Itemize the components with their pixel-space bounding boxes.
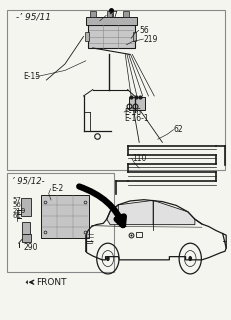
- FancyBboxPatch shape: [7, 173, 113, 272]
- FancyBboxPatch shape: [7, 10, 224, 170]
- Polygon shape: [152, 200, 194, 225]
- Text: E-15: E-15: [23, 72, 40, 81]
- Bar: [22, 222, 30, 234]
- Text: 290: 290: [23, 243, 37, 252]
- Polygon shape: [25, 280, 28, 284]
- Text: E-16: E-16: [124, 108, 141, 116]
- Text: 57: 57: [107, 11, 117, 20]
- Text: ’ 95/12-: ’ 95/12-: [12, 176, 44, 185]
- Bar: [22, 234, 31, 242]
- Text: 219: 219: [143, 35, 158, 44]
- Text: E-16-1: E-16-1: [124, 114, 148, 123]
- Text: E-2: E-2: [51, 184, 63, 193]
- Bar: [135, 232, 141, 237]
- Circle shape: [188, 256, 191, 261]
- Bar: [40, 195, 89, 238]
- Polygon shape: [106, 205, 118, 225]
- Bar: [85, 32, 88, 41]
- Bar: [132, 32, 136, 41]
- Circle shape: [106, 256, 109, 261]
- FancyArrowPatch shape: [79, 187, 123, 225]
- Bar: [85, 17, 136, 25]
- Bar: [128, 97, 144, 110]
- Text: 219: 219: [13, 208, 26, 214]
- Bar: [90, 11, 96, 17]
- Text: FRONT: FRONT: [36, 278, 66, 287]
- Text: 61: 61: [13, 213, 22, 219]
- Text: 56: 56: [139, 26, 148, 35]
- Polygon shape: [118, 200, 152, 225]
- Bar: [106, 11, 112, 17]
- Text: 62: 62: [173, 125, 183, 134]
- Text: -’ 95/11: -’ 95/11: [16, 13, 51, 22]
- Bar: [122, 11, 128, 17]
- Text: 110: 110: [132, 154, 146, 163]
- Text: 57: 57: [13, 197, 21, 203]
- Bar: [21, 198, 31, 216]
- Bar: [88, 25, 134, 48]
- Text: 56: 56: [13, 203, 21, 208]
